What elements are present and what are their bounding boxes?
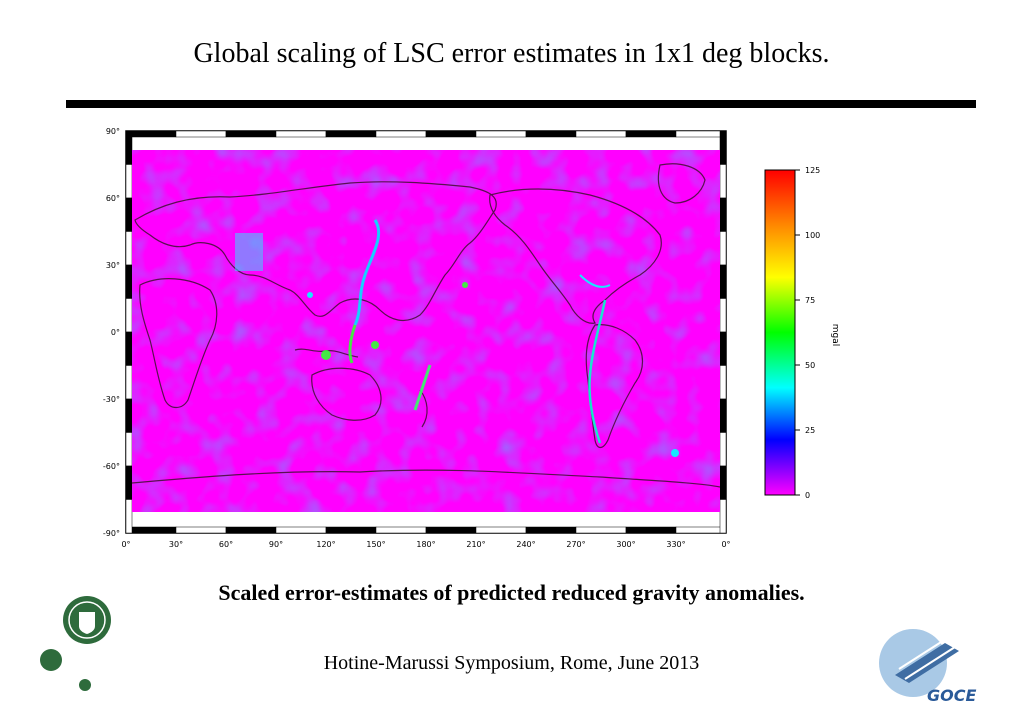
page-title: Global scaling of LSC error estimates in… <box>193 38 830 69</box>
frame-bar-segment <box>719 130 727 165</box>
footer-text: Hotine-Marussi Symposium, Rome, June 201… <box>323 652 700 674</box>
frame-bar-segment <box>125 164 133 199</box>
goce-satellite-icon: GOCE <box>879 629 976 705</box>
colorbar-unit-label: mgal <box>830 324 840 347</box>
frame-bar-segment <box>719 465 727 500</box>
y-axis-tick-labels: 90° 60° 30° 0° -30° -60° -90° <box>103 127 120 538</box>
frame-bar-segment <box>525 130 577 138</box>
frame-bar-segment <box>125 130 177 138</box>
frame-bar-segment <box>175 526 227 534</box>
frame-bar-segment <box>425 526 477 534</box>
x-tick-label: 60° <box>219 540 233 549</box>
frame-bar-segment <box>719 331 727 366</box>
frame-bar-segment <box>719 164 727 199</box>
colorbar-tick-label: 125 <box>805 166 820 175</box>
colorbar-gradient <box>764 169 796 496</box>
frame-bar-segment <box>475 130 527 138</box>
y-tick-label: -90° <box>103 529 120 538</box>
y-tick-label: 60° <box>106 194 120 203</box>
frame-bar-segment <box>719 499 727 534</box>
frame-bar-segment <box>125 231 133 266</box>
x-tick-label: 30° <box>169 540 183 549</box>
frame-bar-segment <box>175 130 227 138</box>
frame-bar-segment <box>525 526 577 534</box>
frame-bar-segment <box>125 365 133 400</box>
frame-bar-segment <box>575 130 627 138</box>
x-tick-label: 330° <box>666 540 685 549</box>
y-tick-label: 0° <box>111 328 120 337</box>
frame-bar-segment <box>719 432 727 467</box>
frame-bar-segment <box>125 197 133 232</box>
frame-bar-segment <box>425 130 477 138</box>
x-tick-label: 150° <box>366 540 385 549</box>
frame-bar-segment <box>125 398 133 433</box>
frame-bar-segment <box>675 130 727 138</box>
frame-bar-segment <box>325 130 377 138</box>
y-tick-label: -30° <box>103 395 120 404</box>
frame-bar-segment <box>125 465 133 500</box>
x-axis-tick-labels: 0° 30° 60° 90° 120° 150° 180° 210° 240° 270° 300° 3… <box>121 540 730 549</box>
frame-bar-segment <box>719 197 727 232</box>
frame-bar-segment <box>125 499 133 534</box>
frame-bar-segment <box>125 298 133 333</box>
x-tick-label: 0° <box>121 540 130 549</box>
colorbar-tick-label: 50 <box>805 361 815 370</box>
title-divider <box>66 100 976 108</box>
frame-bar-segment <box>719 264 727 299</box>
frame-bar-segment <box>125 264 133 299</box>
coastlines <box>132 163 720 488</box>
frame-bar-segment <box>675 526 727 534</box>
frame-bar-segment <box>719 398 727 433</box>
x-tick-label: 240° <box>516 540 535 549</box>
frame-bar-segment <box>275 130 327 138</box>
frame-bar-segment <box>325 526 377 534</box>
map-noise-texture <box>132 150 720 512</box>
frame-bar-segment <box>225 130 277 138</box>
x-tick-label: 0° <box>721 540 730 549</box>
high-error-zones <box>235 219 679 457</box>
frame-bar-segment <box>125 331 133 366</box>
frame-bar-segment <box>375 130 427 138</box>
decorative-dot-large <box>40 649 62 671</box>
frame-bar-segment <box>225 526 277 534</box>
frame-bar-segment <box>275 526 327 534</box>
colorbar: 125 100 75 50 25 0 mgal <box>764 166 840 500</box>
frame-bar-segment <box>125 130 133 165</box>
figure-caption: Scaled error-estimates of predicted redu… <box>218 580 805 605</box>
colorbar-tick-label: 75 <box>805 296 815 305</box>
x-tick-label: 210° <box>466 540 485 549</box>
frame-bar-segment <box>475 526 527 534</box>
goce-logo-text: GOCE <box>927 686 976 705</box>
x-tick-label: 90° <box>269 540 283 549</box>
x-tick-label: 300° <box>616 540 635 549</box>
y-tick-label: 30° <box>106 261 120 270</box>
frame-bar-segment <box>575 526 627 534</box>
x-tick-label: 180° <box>416 540 435 549</box>
x-tick-label: 120° <box>316 540 335 549</box>
global-error-map: 0° 30° 60° 90° 120° 150° 180° 210° 240° 270° 300° 3… <box>103 127 731 549</box>
frame-bar-segment <box>125 432 133 467</box>
copenhagen-university-seal-icon <box>40 596 111 691</box>
frame-bar-segment <box>125 526 177 534</box>
colorbar-ticks: 125 100 75 50 25 0 <box>795 166 820 500</box>
colorbar-tick-label: 0 <box>805 491 810 500</box>
y-tick-label: -60° <box>103 462 120 471</box>
y-tick-label: 90° <box>106 127 120 136</box>
frame-bar-segment <box>719 231 727 266</box>
decorative-dot-small <box>79 679 91 691</box>
map-frame-bars <box>125 130 727 534</box>
frame-bar-segment <box>625 130 677 138</box>
frame-bar-segment <box>719 365 727 400</box>
frame-bar-segment <box>719 298 727 333</box>
colorbar-tick-label: 25 <box>805 426 815 435</box>
x-tick-label: 270° <box>566 540 585 549</box>
frame-bar-segment <box>625 526 677 534</box>
colorbar-tick-label: 100 <box>805 231 820 240</box>
frame-bar-segment <box>375 526 427 534</box>
